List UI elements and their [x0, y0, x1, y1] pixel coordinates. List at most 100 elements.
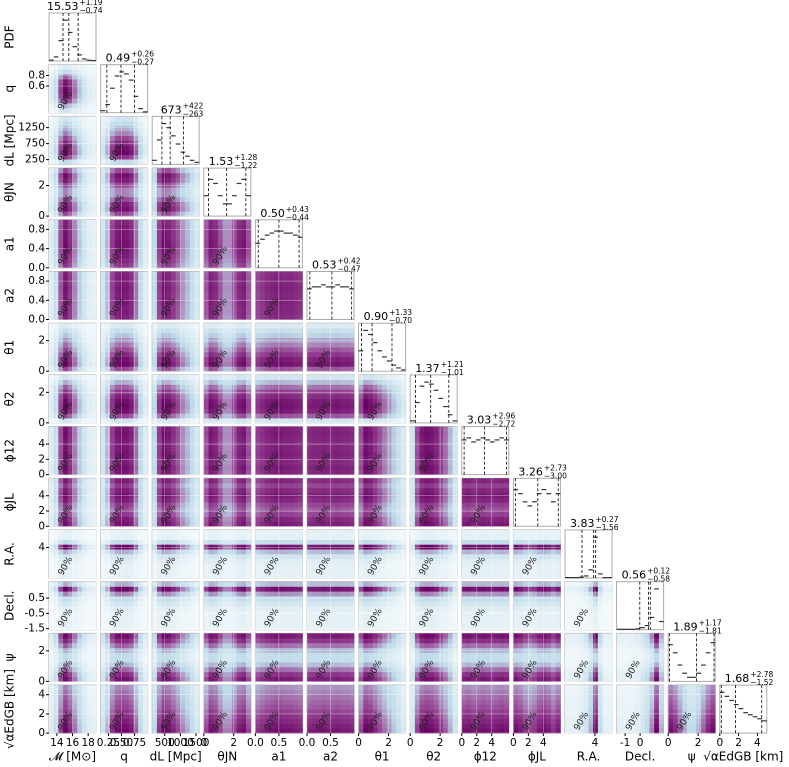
density-cell: [283, 502, 289, 508]
density-cell: [128, 159, 134, 165]
density-cell: [133, 374, 139, 380]
density-cell: [232, 229, 237, 235]
density-cell: [53, 374, 59, 380]
density-cell: [110, 483, 115, 489]
density-cell: [142, 145, 148, 151]
density-cell: [63, 465, 69, 471]
density-cell: [110, 342, 115, 348]
density-cell: [278, 309, 284, 315]
density-cell: [222, 253, 228, 259]
density-cell: [142, 135, 148, 141]
density-cell: [377, 394, 383, 400]
density-cell: [232, 258, 237, 264]
density-cell: [128, 445, 134, 451]
density-cell: [171, 206, 176, 212]
density-cell: [133, 487, 139, 493]
density-cell: [175, 426, 181, 432]
density-cell: [91, 172, 97, 178]
density-cell: [288, 271, 294, 277]
density-cell: [391, 418, 397, 424]
density-cell: [213, 347, 219, 353]
density-cell: [358, 374, 364, 380]
density-cell: [307, 366, 312, 372]
density-cell: [77, 436, 83, 442]
density-cell: [63, 507, 69, 513]
density-cell: [382, 450, 388, 456]
density-cell: [119, 258, 125, 264]
density-cell: [81, 192, 87, 198]
density-cell: [339, 342, 345, 348]
density-cell: [203, 323, 209, 329]
density-cell: [91, 516, 97, 522]
density-cell: [232, 263, 237, 269]
density-cell: [307, 441, 312, 447]
density-cell: [358, 431, 364, 437]
y-tick-label: 2: [38, 386, 45, 398]
density-cell: [466, 502, 472, 508]
density-cell: [232, 460, 237, 466]
density-cell: [264, 332, 270, 338]
density-cell: [67, 295, 73, 301]
density-cell: [377, 465, 383, 471]
density-cell: [297, 300, 303, 306]
density-cell: [424, 431, 430, 437]
density-cell: [114, 196, 120, 202]
density-cell: [194, 337, 200, 343]
density-cell: [203, 352, 209, 358]
density-cell: [363, 455, 369, 461]
density-cell: [288, 436, 294, 442]
density-cell: [152, 469, 158, 475]
density-cell: [49, 305, 54, 311]
density-cell: [264, 431, 270, 437]
density-cell: [72, 239, 78, 245]
density-cell: [222, 413, 228, 419]
density-cell: [293, 361, 298, 367]
density-cell: [213, 483, 219, 489]
density-cell: [335, 431, 341, 437]
density-cell: [114, 483, 120, 489]
density-cell: [335, 342, 341, 348]
density-cell: [100, 234, 106, 240]
lower-label: −0.70: [389, 316, 412, 325]
density-cell: [203, 309, 209, 315]
density-cell: [311, 413, 317, 419]
density-cell: [293, 478, 298, 484]
density-cell: [227, 243, 233, 249]
density-cell: [311, 521, 317, 527]
density-cell: [175, 168, 181, 174]
density-cell: [274, 394, 280, 400]
density-cell: [133, 290, 139, 296]
density-cell: [410, 441, 416, 447]
density-cell: [208, 281, 214, 287]
density-cell: [297, 332, 303, 338]
density-cell: [72, 192, 78, 198]
density-cell: [316, 408, 322, 414]
density-cell: [100, 187, 106, 193]
density-cell: [255, 271, 261, 277]
density-cell: [175, 413, 181, 419]
density-cell: [166, 431, 172, 437]
density-cell: [438, 492, 444, 498]
density-cell: [194, 445, 200, 451]
density-cell: [288, 455, 294, 461]
density-cell: [110, 431, 115, 437]
density-cell: [339, 418, 345, 424]
density-cell: [171, 431, 176, 437]
density-cell: [274, 445, 280, 451]
density-cell: [63, 487, 69, 493]
density-cell: [213, 497, 219, 503]
density-cell: [372, 441, 378, 447]
density-cell: [217, 342, 223, 348]
density-cell: [321, 469, 327, 475]
density-cell: [264, 483, 270, 489]
density-cell: [138, 116, 144, 122]
density-cell: [128, 502, 134, 508]
panel: 1.37 +1.21−1.01: [409, 360, 464, 424]
density-cell: [227, 497, 233, 503]
density-cell: [119, 211, 125, 217]
density-cell: [429, 450, 434, 456]
density-cell: [77, 64, 83, 70]
density-cell: [91, 487, 97, 493]
density-cell: [246, 465, 252, 471]
density-cell: [156, 323, 162, 329]
